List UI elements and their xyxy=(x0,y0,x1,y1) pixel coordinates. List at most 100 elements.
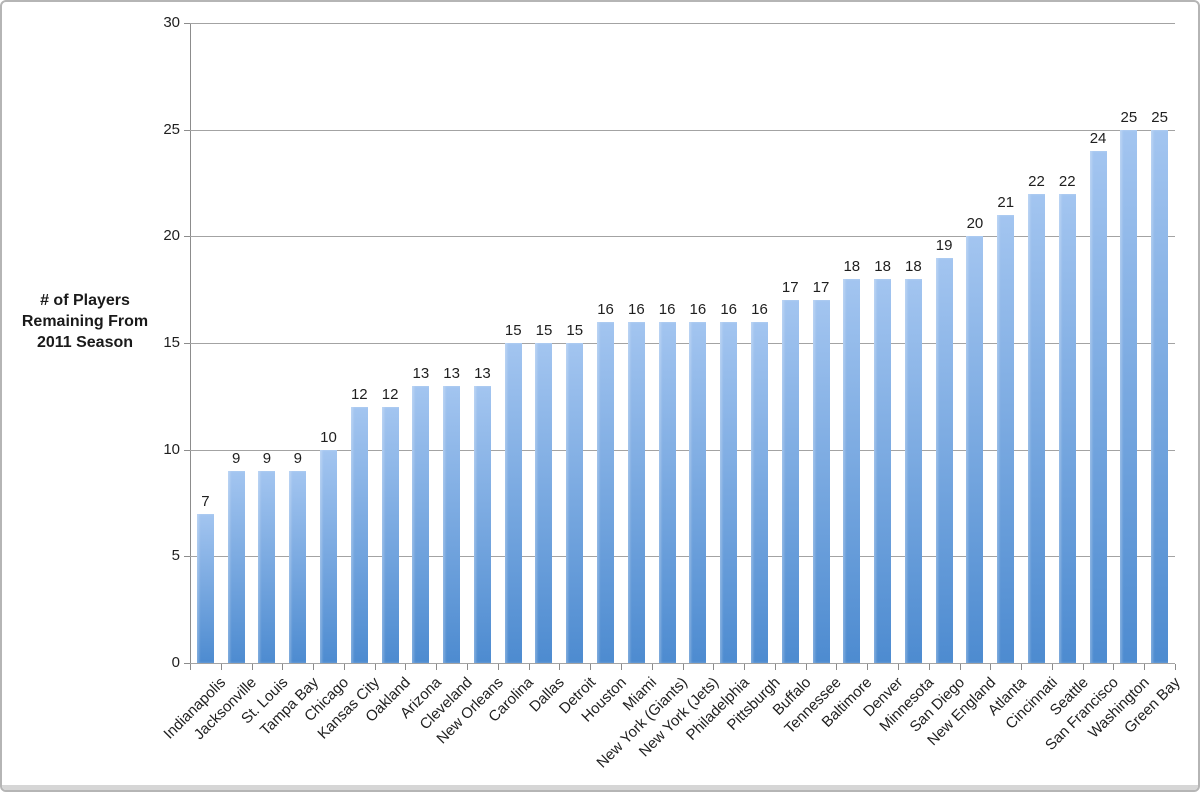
bar-indianapolis xyxy=(196,513,214,663)
x-axis-tick xyxy=(497,664,499,670)
value-label: 15 xyxy=(535,322,553,339)
x-axis-tick xyxy=(990,664,992,670)
bar-green-bay xyxy=(1151,129,1169,663)
y-tick-label: 0 xyxy=(171,654,180,671)
x-axis-tick xyxy=(1113,664,1115,670)
bar-tampa-bay xyxy=(289,471,307,663)
value-label: 22 xyxy=(1028,172,1045,190)
value-label: 13 xyxy=(474,364,491,382)
value-label: 12 xyxy=(381,386,399,403)
value-label: 15 xyxy=(566,322,584,339)
y-axis-title: # of Players Remaining From 2011 Season xyxy=(10,290,160,353)
value-label: 12 xyxy=(350,386,368,403)
bar-dallas xyxy=(535,343,553,663)
bar-philadelphia xyxy=(720,321,738,663)
bar-new-york-giants xyxy=(658,321,676,663)
bar-jacksonville xyxy=(227,471,245,663)
gridline-y15 xyxy=(190,343,1175,344)
y-tick-label: 15 xyxy=(163,334,180,351)
bar-baltimore xyxy=(843,279,861,663)
x-axis-tick xyxy=(374,664,376,670)
gridline-y0 xyxy=(190,663,1175,664)
bar-kansas-city xyxy=(350,407,368,663)
bar-st-louis xyxy=(258,471,276,663)
x-axis-tick xyxy=(682,664,684,670)
value-label: 16 xyxy=(597,300,614,318)
x-axis-tick xyxy=(436,664,438,670)
window-bottom-strip xyxy=(2,785,1198,790)
x-axis-tick xyxy=(836,664,838,670)
bar-washington xyxy=(1120,129,1138,663)
x-axis-tick xyxy=(405,664,407,670)
x-axis-tick xyxy=(220,664,222,670)
y-tick-label: 20 xyxy=(163,227,180,245)
y-axis-title-line: # of Players xyxy=(40,292,130,309)
value-label: 10 xyxy=(320,428,337,446)
x-axis-tick xyxy=(897,664,899,670)
value-label: 9 xyxy=(262,450,272,467)
bar-oakland xyxy=(381,407,399,663)
bar-seattle xyxy=(1058,193,1076,663)
y-axis-tick xyxy=(184,23,190,24)
y-axis-tick xyxy=(184,556,190,558)
x-axis-tick xyxy=(744,664,746,670)
y-axis-tick xyxy=(184,663,190,664)
gridline-y10 xyxy=(190,449,1175,451)
x-axis-tick xyxy=(620,664,622,670)
value-label: 16 xyxy=(720,300,738,318)
value-label: 15 xyxy=(504,322,522,339)
x-axis-tick xyxy=(190,664,191,670)
bar-atlanta xyxy=(997,215,1015,663)
value-label: 13 xyxy=(412,364,430,382)
y-tick-label: 30 xyxy=(163,14,180,31)
bar-san-francisco xyxy=(1089,151,1107,663)
gridline-y20 xyxy=(190,236,1175,238)
value-label: 17 xyxy=(812,279,830,297)
x-axis-tick xyxy=(251,664,253,670)
bar-san-diego xyxy=(935,257,953,663)
y-tick-label: 25 xyxy=(163,120,180,138)
bar-new-england xyxy=(966,236,984,663)
value-label: 9 xyxy=(293,450,302,467)
y-axis-tick xyxy=(184,343,190,344)
value-label: 21 xyxy=(997,194,1015,211)
x-axis-tick xyxy=(774,664,776,670)
x-axis-tick xyxy=(805,664,807,670)
value-label: 16 xyxy=(689,300,707,318)
bar-arizona xyxy=(412,385,430,663)
value-label: 22 xyxy=(1058,172,1076,190)
x-axis-tick xyxy=(713,664,715,670)
bar-detroit xyxy=(566,343,584,663)
x-axis-tick xyxy=(1175,664,1176,670)
y-axis-tick xyxy=(184,449,190,451)
bar-new-york-jets xyxy=(689,321,707,663)
bar-denver xyxy=(874,279,892,663)
y-tick-label: 5 xyxy=(171,547,180,565)
x-axis-tick xyxy=(528,664,530,670)
y-axis-title-line: 2011 Season xyxy=(36,334,134,351)
bar-pittsburgh xyxy=(750,321,768,663)
x-axis-tick xyxy=(651,664,653,670)
bar-new-orleans xyxy=(473,385,491,663)
x-axis-tick xyxy=(867,664,869,670)
value-label: 25 xyxy=(1151,108,1168,126)
y-axis-tick xyxy=(184,129,190,131)
bar-houston xyxy=(597,321,615,663)
bar-minnesota xyxy=(904,279,922,663)
value-label: 17 xyxy=(781,279,799,297)
bar-chicago xyxy=(320,449,338,663)
plot-area: 7 9 9 9 10 12 12 13 13 13 15 15 15 16 16 16 16 16 16 17 17 18… xyxy=(190,23,1175,664)
value-label: 20 xyxy=(966,215,984,233)
x-axis-tick xyxy=(467,664,469,670)
value-label: 13 xyxy=(443,364,460,382)
x-axis-tick xyxy=(313,664,315,670)
bar-buffalo xyxy=(781,300,799,663)
gridline-y5 xyxy=(190,556,1175,558)
x-axis-tick xyxy=(1051,664,1053,670)
x-axis-tick xyxy=(343,664,345,670)
bar-miami xyxy=(627,321,645,663)
x-axis-tick xyxy=(590,664,592,670)
value-label: 16 xyxy=(627,300,645,318)
bar-cleveland xyxy=(443,385,461,663)
